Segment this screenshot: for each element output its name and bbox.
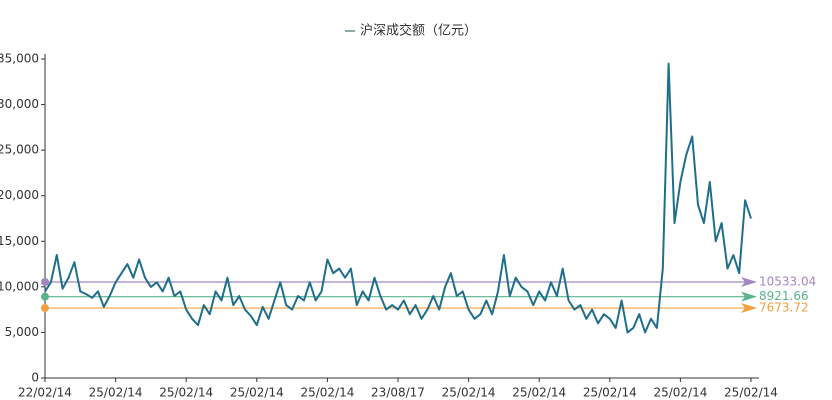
y-tick-label: 30,000 <box>0 97 39 111</box>
reference-start <box>41 292 49 301</box>
series-line <box>44 62 752 334</box>
x-tick-label: 25/02/14 <box>230 386 284 400</box>
x-tick-label: 22/02/14 <box>18 386 72 400</box>
reference-start <box>41 304 49 313</box>
x-tick-label: 25/02/14 <box>653 386 707 400</box>
x-tick-label: 25/02/14 <box>300 386 354 400</box>
y-tick-label: 35,000 <box>0 52 39 66</box>
reference-start <box>41 277 49 286</box>
x-tick-label: 25/02/14 <box>89 386 143 400</box>
legend-label: 沪深成交额（亿元） <box>360 23 477 39</box>
x-tick-label: 25/02/14 <box>442 386 496 400</box>
x-tick-label: 23/08/17 <box>371 386 425 400</box>
y-tick-label: 5,000 <box>5 325 39 339</box>
x-tick-label: 25/02/14 <box>724 386 778 400</box>
y-tick-label: 10,000 <box>0 279 39 293</box>
reference-arrow <box>741 291 757 302</box>
y-tick-label: 20,000 <box>0 188 39 202</box>
reference-label: 10533.04 <box>759 274 816 288</box>
y-tick-label: 0 <box>31 371 39 385</box>
reference-arrow <box>741 276 757 287</box>
y-tick-label: 15,000 <box>0 234 39 248</box>
x-tick-label: 25/02/14 <box>159 386 213 400</box>
reference-label: 7673.72 <box>759 301 809 315</box>
x-tick-label: 25/02/14 <box>512 386 566 400</box>
y-tick-label: 25,000 <box>0 143 39 157</box>
x-tick-label: 25/02/14 <box>583 386 637 400</box>
reference-label: 8921.66 <box>759 289 809 303</box>
reference-arrow <box>741 303 757 314</box>
